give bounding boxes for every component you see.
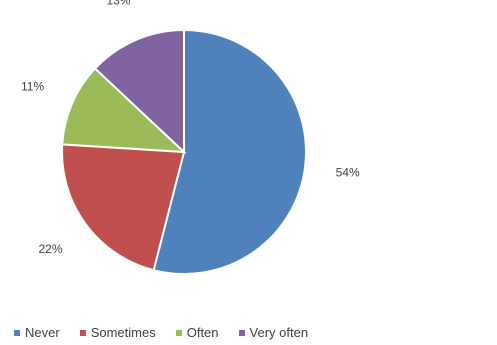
legend-item-very-often: Very often (238, 325, 309, 340)
legend-label-very-often: Very often (249, 325, 309, 340)
data-label-often: 11% (21, 79, 44, 93)
legend-swatch-often (175, 329, 182, 336)
legend-item-sometimes: Sometimes (79, 325, 156, 340)
data-label-sometimes: 22% (38, 242, 62, 256)
legend-swatch-sometimes (79, 329, 86, 336)
pie-slice-sometimes (61, 143, 186, 272)
pie-slices (61, 28, 307, 275)
pie-slice-never (152, 28, 307, 275)
pie-chart: 54% 22% 11% 13% (21, 0, 360, 275)
legend-label-often: Often (186, 325, 219, 340)
data-label-very-often: 13% (106, 0, 130, 8)
pie-slice-very-often (93, 28, 185, 155)
legend: Never Sometimes Often Very often (14, 325, 308, 340)
legend-swatch-never (14, 329, 20, 336)
legend-item-often: Often (175, 325, 219, 340)
data-label-never: 54% (336, 166, 360, 180)
legend-swatch-very-often (238, 329, 245, 336)
legend-label-never: Never (25, 325, 60, 340)
pie-data-labels: 54% 22% 11% 13% (21, 0, 360, 256)
pie-slice-often (61, 67, 187, 154)
legend-item-never: Never (14, 325, 60, 340)
legend-label-sometimes: Sometimes (90, 325, 156, 340)
